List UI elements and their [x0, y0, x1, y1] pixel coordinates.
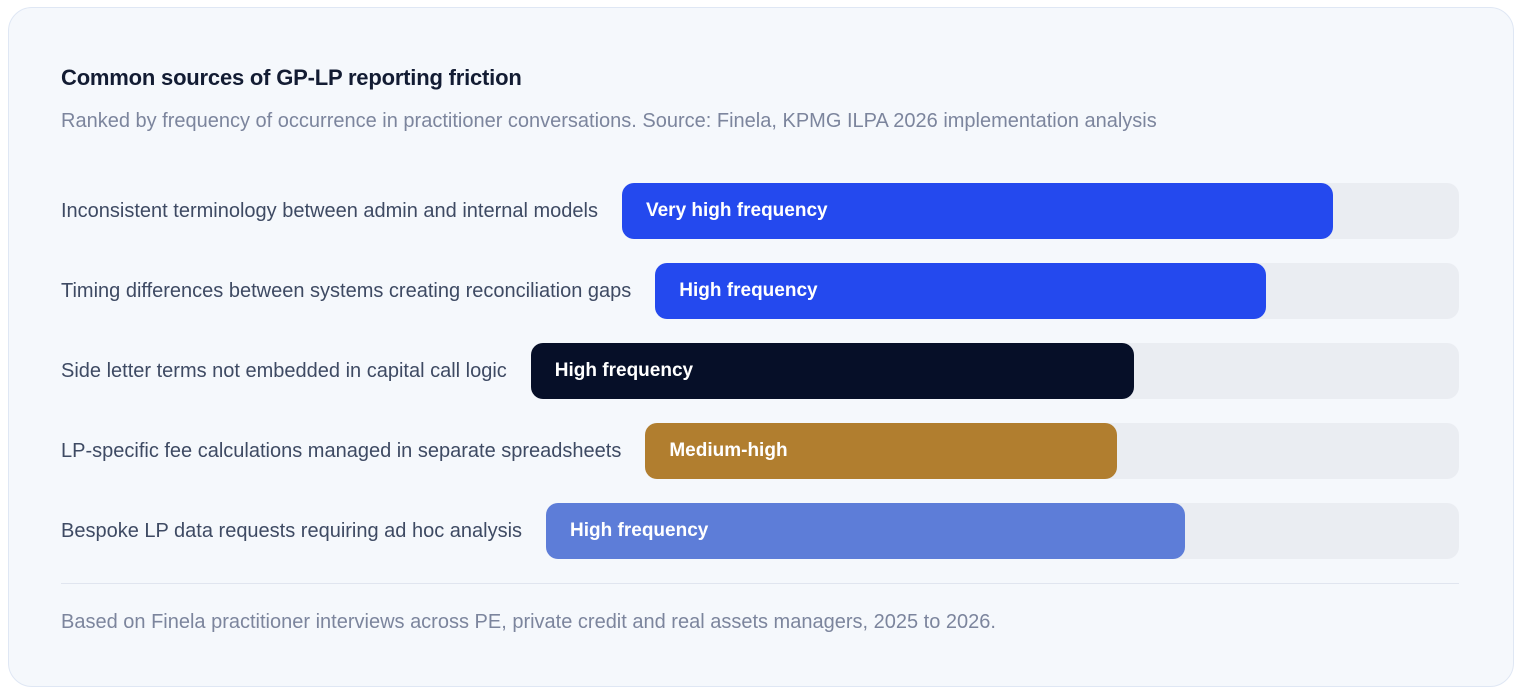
chart-title: Common sources of GP-LP reporting fricti… [61, 65, 522, 90]
row-label: Timing differences between systems creat… [61, 279, 632, 302]
row-label: LP-specific fee calculations managed in … [61, 439, 622, 462]
bar-chart: Inconsistent terminology between admin a… [61, 183, 1459, 559]
bar: High frequency [546, 503, 1186, 559]
bar: Medium-high [645, 423, 1118, 479]
row-label: Bespoke LP data requests requiring ad ho… [61, 519, 523, 542]
bar: High frequency [655, 263, 1267, 319]
chart-row: Side letter terms not embedded in capita… [61, 343, 1459, 399]
divider [61, 583, 1459, 584]
bar-value-label: Medium-high [669, 440, 788, 461]
row-label: Side letter terms not embedded in capita… [61, 359, 507, 382]
row-label: Inconsistent terminology between admin a… [61, 199, 598, 222]
bar-track: High frequency [655, 263, 1459, 319]
bar-value-label: High frequency [554, 360, 694, 381]
chart-row: Timing differences between systems creat… [61, 263, 1459, 319]
bar: Very high frequency [621, 183, 1334, 239]
bar-track: High frequency [546, 503, 1459, 559]
chart-footnote: Based on Finela practitioner interviews … [61, 611, 996, 633]
bar: High frequency [530, 343, 1135, 399]
chart-card: Common sources of GP-LP reporting fricti… [8, 7, 1514, 687]
bar-value-label: High frequency [570, 520, 709, 541]
chart-row: Inconsistent terminology between admin a… [61, 183, 1459, 239]
chart-row: Bespoke LP data requests requiring ad ho… [61, 503, 1459, 559]
bar-value-label: High frequency [679, 280, 818, 301]
chart-subtitle: Ranked by frequency of occurrence in pra… [61, 110, 1157, 132]
bar-track: Very high frequency [621, 183, 1459, 239]
bar-value-label: Very high frequency [645, 200, 828, 221]
chart-row: LP-specific fee calculations managed in … [61, 423, 1459, 479]
bar-track: High frequency [530, 343, 1459, 399]
bar-track: Medium-high [645, 423, 1459, 479]
